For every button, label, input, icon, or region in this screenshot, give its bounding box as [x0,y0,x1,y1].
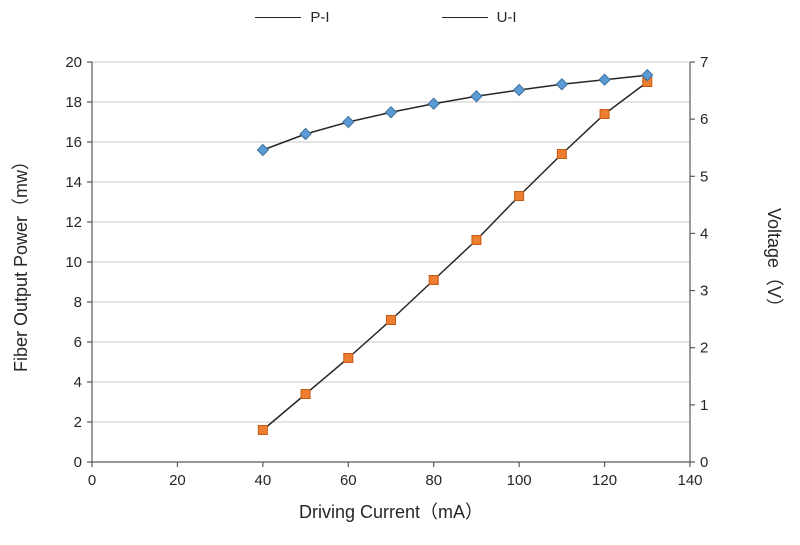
marker-square [386,315,396,325]
marker-diamond [342,115,355,129]
marker-diamond [598,73,611,86]
marker-diamond [555,78,569,91]
svg-text:2: 2 [700,340,708,357]
svg-text:20: 20 [169,472,186,489]
svg-text:10: 10 [65,254,82,271]
svg-text:0: 0 [74,454,82,471]
marker-square [257,425,268,435]
series-P-I [257,77,653,435]
svg-text:6: 6 [74,334,82,351]
svg-text:18: 18 [65,94,82,111]
series-U-I [256,68,654,157]
marker-square [428,275,439,285]
legend-label-pi: P-I [310,9,330,26]
marker-diamond [512,83,526,97]
legend-item-pi: P-I [255,9,330,26]
marker-square [514,191,525,201]
svg-text:8: 8 [74,294,82,311]
svg-text:140: 140 [677,472,702,489]
svg-text:14: 14 [65,174,82,191]
y-left-axis-title: Fiber Output Power（mw） [11,152,31,372]
legend: P-I U-I [0,9,786,26]
svg-text:40: 40 [255,472,272,489]
svg-text:5: 5 [700,168,708,185]
svg-text:12: 12 [65,214,82,231]
gridlines [92,61,690,463]
svg-text:100: 100 [507,472,532,489]
marker-square [599,109,610,119]
svg-text:0: 0 [88,472,96,489]
legend-label-ui: U-I [496,9,517,26]
svg-text:7: 7 [700,54,708,71]
marker-square [343,353,354,363]
svg-text:20: 20 [65,54,82,71]
legend-line-ui [441,17,488,18]
svg-text:80: 80 [425,472,442,489]
svg-text:2: 2 [74,414,82,431]
svg-text:1: 1 [700,397,708,414]
marker-diamond [641,68,654,82]
svg-text:60: 60 [340,472,357,489]
marker-diamond [256,143,270,157]
marker-diamond [470,90,483,103]
svg-text:120: 120 [592,472,617,489]
svg-text:3: 3 [700,283,708,300]
x-axis-title: Driving Current（mA） [299,502,483,522]
series-layer [256,68,654,435]
svg-text:0: 0 [700,454,708,471]
svg-text:4: 4 [700,225,708,242]
marker-square [300,389,311,399]
legend-item-ui: U-I [441,9,517,26]
legend-line-pi [255,17,302,18]
svg-text:6: 6 [700,111,708,128]
marker-square [471,235,482,245]
svg-text:4: 4 [74,374,82,391]
marker-diamond [384,106,398,119]
marker-diamond [427,97,440,110]
marker-square [556,149,567,159]
svg-text:16: 16 [65,134,82,151]
y-right-axis-title: Voltage（V） [764,208,784,316]
marker-diamond [299,127,312,141]
